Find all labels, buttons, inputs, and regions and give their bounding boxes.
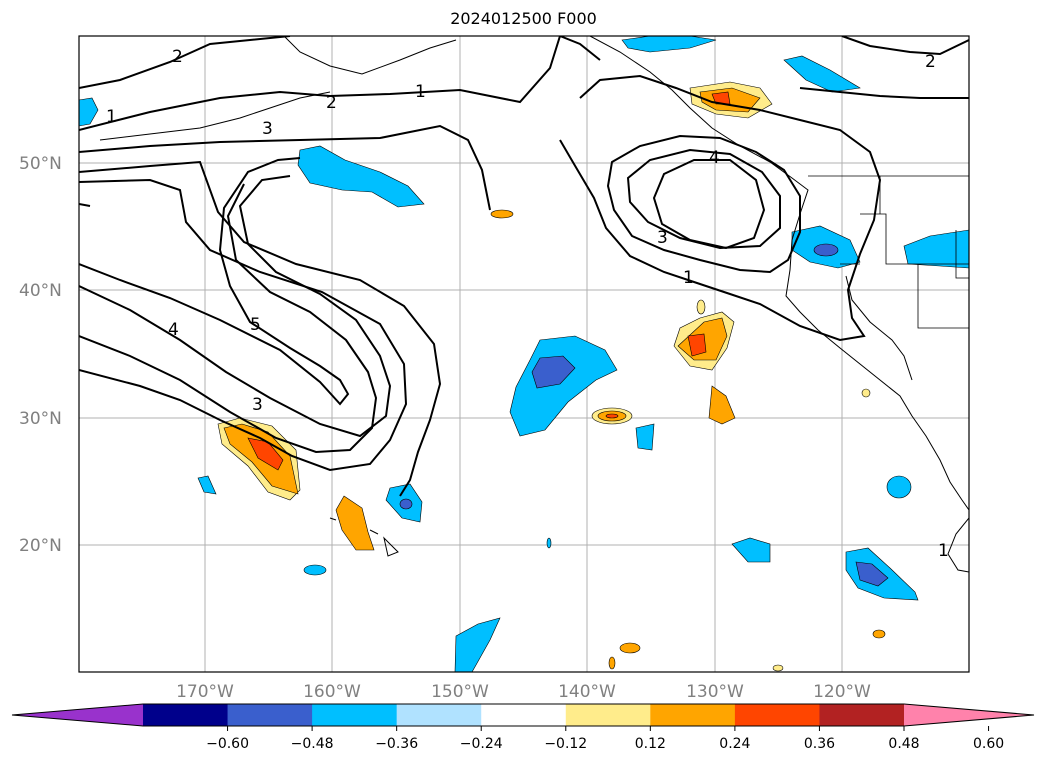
colorbar-tick-label: 0.48 bbox=[888, 736, 919, 752]
plot-title: 2024012500 F000 bbox=[450, 9, 597, 28]
lat-labels: 50°N 40°N 30°N 20°N bbox=[19, 154, 62, 556]
map-frame bbox=[78, 35, 970, 673]
contour-label: 2 bbox=[326, 93, 337, 113]
colorbar-segment bbox=[734, 704, 820, 726]
colorbar-tick-label: −0.36 bbox=[375, 736, 418, 752]
colorbar-segment bbox=[396, 704, 482, 726]
colorbar-tick-label: 0.12 bbox=[635, 736, 666, 752]
contour-label: 5 bbox=[250, 315, 261, 335]
shaded-fields bbox=[79, 36, 969, 672]
contour-label: 2 bbox=[925, 52, 936, 72]
colorbar-tick-label: −0.24 bbox=[460, 736, 503, 752]
colorbar-segment bbox=[481, 704, 567, 726]
lat-label: 40°N bbox=[19, 281, 62, 301]
colorbar-tick-label: −0.12 bbox=[544, 736, 587, 752]
colorbar-tick-label: −0.48 bbox=[291, 736, 334, 752]
lon-label: 140°W bbox=[558, 682, 616, 702]
colorbar-tick-label: 0.60 bbox=[973, 736, 1004, 752]
borders bbox=[808, 175, 969, 329]
coastlines bbox=[99, 36, 969, 573]
colorbar-tick-label: 0.36 bbox=[804, 736, 835, 752]
colorbar-tick-label: −0.60 bbox=[206, 736, 249, 752]
colorbar-segment bbox=[650, 704, 736, 726]
colorbar-tick-label: 0.24 bbox=[719, 736, 750, 752]
lon-label: 150°W bbox=[431, 682, 489, 702]
contour-label: 1 bbox=[938, 541, 949, 561]
contour-label: 1 bbox=[683, 268, 694, 288]
lat-label: 20°N bbox=[19, 536, 62, 556]
contour-label: 4 bbox=[709, 148, 720, 168]
lat-label: 50°N bbox=[19, 154, 62, 174]
lon-label: 170°W bbox=[176, 682, 234, 702]
lon-label: 120°W bbox=[813, 682, 871, 702]
contour-label: 4 bbox=[168, 320, 179, 340]
map-area bbox=[79, 36, 969, 672]
contour-label: 1 bbox=[106, 107, 117, 127]
contour-label: 1 bbox=[415, 82, 426, 102]
colorbar-extend-high bbox=[904, 704, 1034, 726]
colorbar-segment bbox=[227, 704, 313, 726]
lon-label: 160°W bbox=[303, 682, 361, 702]
contour-label: 3 bbox=[252, 395, 263, 415]
contour-label-group: 2 2 1 2 3 1 4 3 1 5 4 3 1 bbox=[106, 47, 949, 561]
contour-label: 3 bbox=[262, 119, 273, 139]
contour-lines bbox=[79, 36, 969, 497]
contour-label: 3 bbox=[657, 228, 668, 248]
colorbar-segment bbox=[565, 704, 651, 726]
colorbar-segment bbox=[143, 704, 229, 726]
lon-labels: 170°W 160°W 150°W 140°W 130°W 120°W bbox=[176, 682, 871, 702]
lon-label: 130°W bbox=[686, 682, 744, 702]
colorbar-segment bbox=[819, 704, 905, 726]
colorbar-extend-low bbox=[12, 704, 143, 726]
lat-label: 30°N bbox=[19, 409, 62, 429]
colorbar: −0.60 −0.48 −0.36 −0.24 −0.12 0.12 0.24 0.36 0.4… bbox=[11, 703, 1035, 752]
colorbar-outline bbox=[11, 703, 1035, 727]
contour-label: 2 bbox=[172, 47, 183, 67]
colorbar-segment bbox=[312, 704, 398, 726]
